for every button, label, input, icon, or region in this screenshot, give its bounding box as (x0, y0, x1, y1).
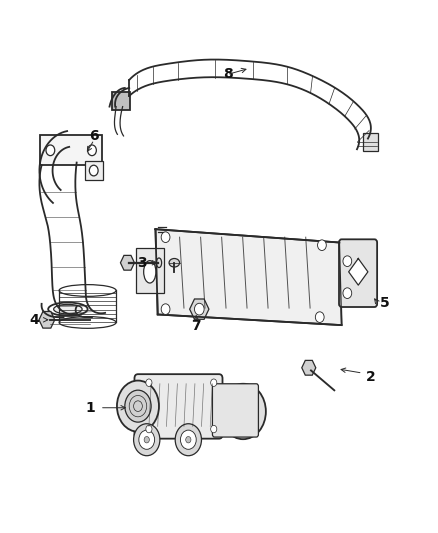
FancyBboxPatch shape (212, 384, 258, 437)
FancyBboxPatch shape (136, 248, 164, 293)
Circle shape (315, 312, 324, 322)
Circle shape (161, 304, 170, 314)
Text: 5: 5 (380, 296, 390, 310)
Circle shape (144, 437, 149, 443)
Text: 1: 1 (86, 401, 95, 415)
Circle shape (161, 232, 170, 243)
Circle shape (146, 425, 152, 433)
Circle shape (236, 403, 250, 420)
Circle shape (146, 379, 152, 386)
Text: 2: 2 (366, 370, 375, 384)
Circle shape (194, 303, 204, 315)
Circle shape (125, 390, 151, 422)
Circle shape (139, 430, 155, 449)
Text: 7: 7 (191, 319, 201, 333)
Circle shape (186, 437, 191, 443)
Circle shape (211, 379, 217, 386)
Circle shape (211, 425, 217, 433)
Circle shape (134, 424, 160, 456)
Text: 6: 6 (89, 129, 99, 143)
Text: 3: 3 (137, 256, 147, 270)
Polygon shape (155, 229, 342, 325)
Ellipse shape (144, 261, 156, 283)
Text: 8: 8 (223, 67, 233, 80)
Circle shape (343, 256, 352, 266)
FancyBboxPatch shape (40, 135, 102, 165)
FancyBboxPatch shape (85, 161, 103, 180)
Ellipse shape (169, 259, 180, 267)
Circle shape (318, 240, 326, 251)
Ellipse shape (59, 317, 116, 328)
Ellipse shape (156, 258, 162, 268)
Circle shape (228, 393, 258, 430)
Circle shape (117, 381, 159, 432)
Ellipse shape (48, 303, 88, 316)
Circle shape (88, 145, 96, 156)
Ellipse shape (53, 304, 82, 314)
Circle shape (89, 165, 98, 176)
Text: 4: 4 (30, 313, 39, 327)
FancyBboxPatch shape (112, 92, 130, 110)
Circle shape (343, 288, 352, 298)
FancyBboxPatch shape (134, 374, 223, 439)
Circle shape (180, 430, 196, 449)
FancyBboxPatch shape (363, 133, 378, 151)
Ellipse shape (59, 285, 116, 296)
Circle shape (175, 424, 201, 456)
FancyBboxPatch shape (339, 239, 377, 307)
Polygon shape (349, 259, 368, 285)
Circle shape (220, 384, 266, 439)
Circle shape (46, 145, 55, 156)
